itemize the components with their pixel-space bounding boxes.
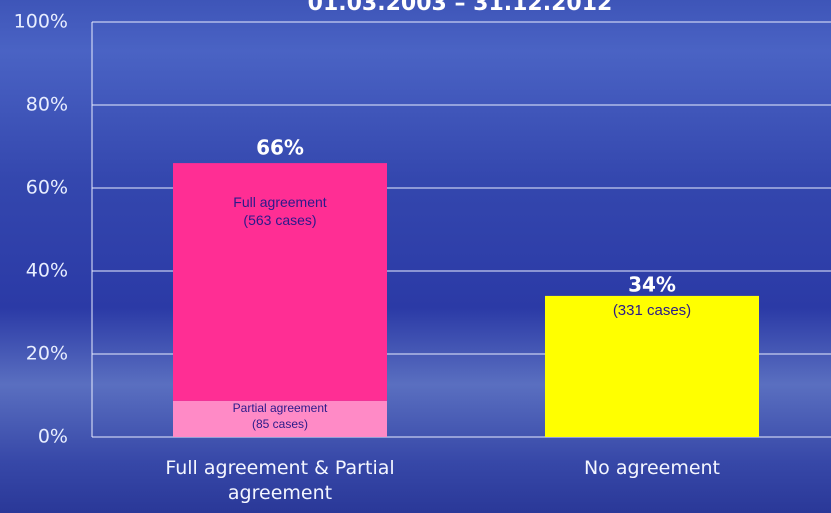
y-tick-label: 80% [26,94,68,116]
total-label: 66% [256,136,304,160]
bar-segment [173,163,387,401]
segment-name: Partial agreement [233,401,328,415]
x-tick-label: Full agreement & Partial agreement [165,457,395,504]
segment-cases: (563 cases) [243,212,316,228]
bar-segment [545,295,759,437]
x-tick-label: No agreement [583,457,721,479]
segment-name: Full agreement [233,194,326,210]
y-tick-label: 60% [26,177,68,199]
chart-title: 01.03.2003 – 31.12.2012 [308,0,613,16]
total-label: 34% [628,272,676,296]
y-tick-label: 100% [14,11,68,33]
segment-cases: (331 cases) [613,302,691,319]
y-tick-label: 20% [26,343,68,365]
bar-segment [173,400,387,437]
y-tick-label: 40% [26,260,68,282]
y-tick-label: 0% [38,426,68,448]
segment-cases: (85 cases) [252,417,308,431]
